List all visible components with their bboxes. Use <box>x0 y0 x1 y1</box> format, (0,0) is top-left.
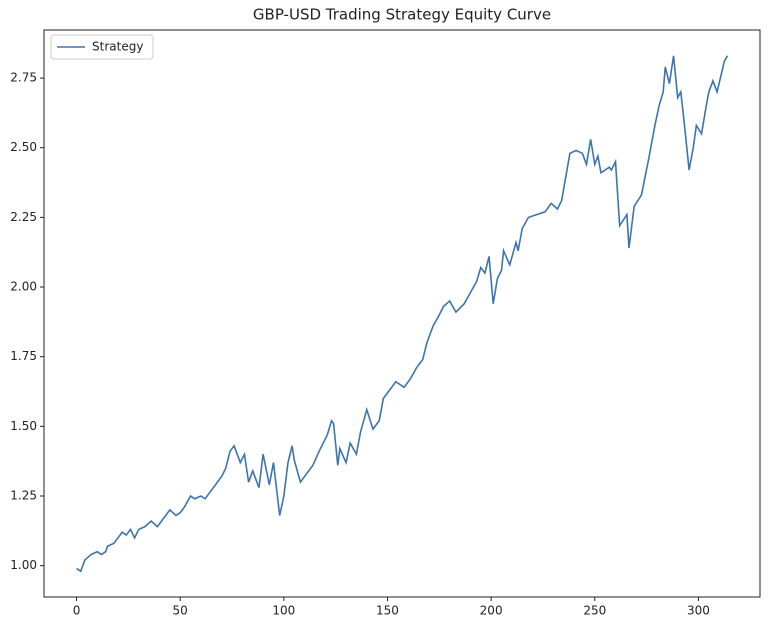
y-tick-label: 1.75 <box>10 349 37 363</box>
y-tick-label: 2.00 <box>10 280 37 294</box>
x-tick-label: 150 <box>376 604 399 618</box>
x-tick-label: 200 <box>480 604 503 618</box>
y-tick-label: 2.25 <box>10 210 37 224</box>
x-tick-label: 100 <box>272 604 295 618</box>
x-tick-label: 300 <box>687 604 710 618</box>
y-tick-label: 2.50 <box>10 140 37 154</box>
y-tick-label: 2.75 <box>10 71 37 85</box>
plot-frame <box>43 29 761 598</box>
legend-box <box>50 34 154 60</box>
legend-label: Strategy <box>92 40 143 54</box>
x-tick-label: 50 <box>173 604 188 618</box>
chart-title: GBP-USD Trading Strategy Equity Curve <box>253 6 551 24</box>
y-tick-label: 1.25 <box>10 488 37 502</box>
line-series <box>76 55 729 573</box>
y-tick-label: 1.50 <box>10 419 37 433</box>
x-tick-label: 0 <box>73 604 81 618</box>
x-tick-label: 250 <box>583 604 606 618</box>
y-tick-label: 1.00 <box>10 558 37 572</box>
